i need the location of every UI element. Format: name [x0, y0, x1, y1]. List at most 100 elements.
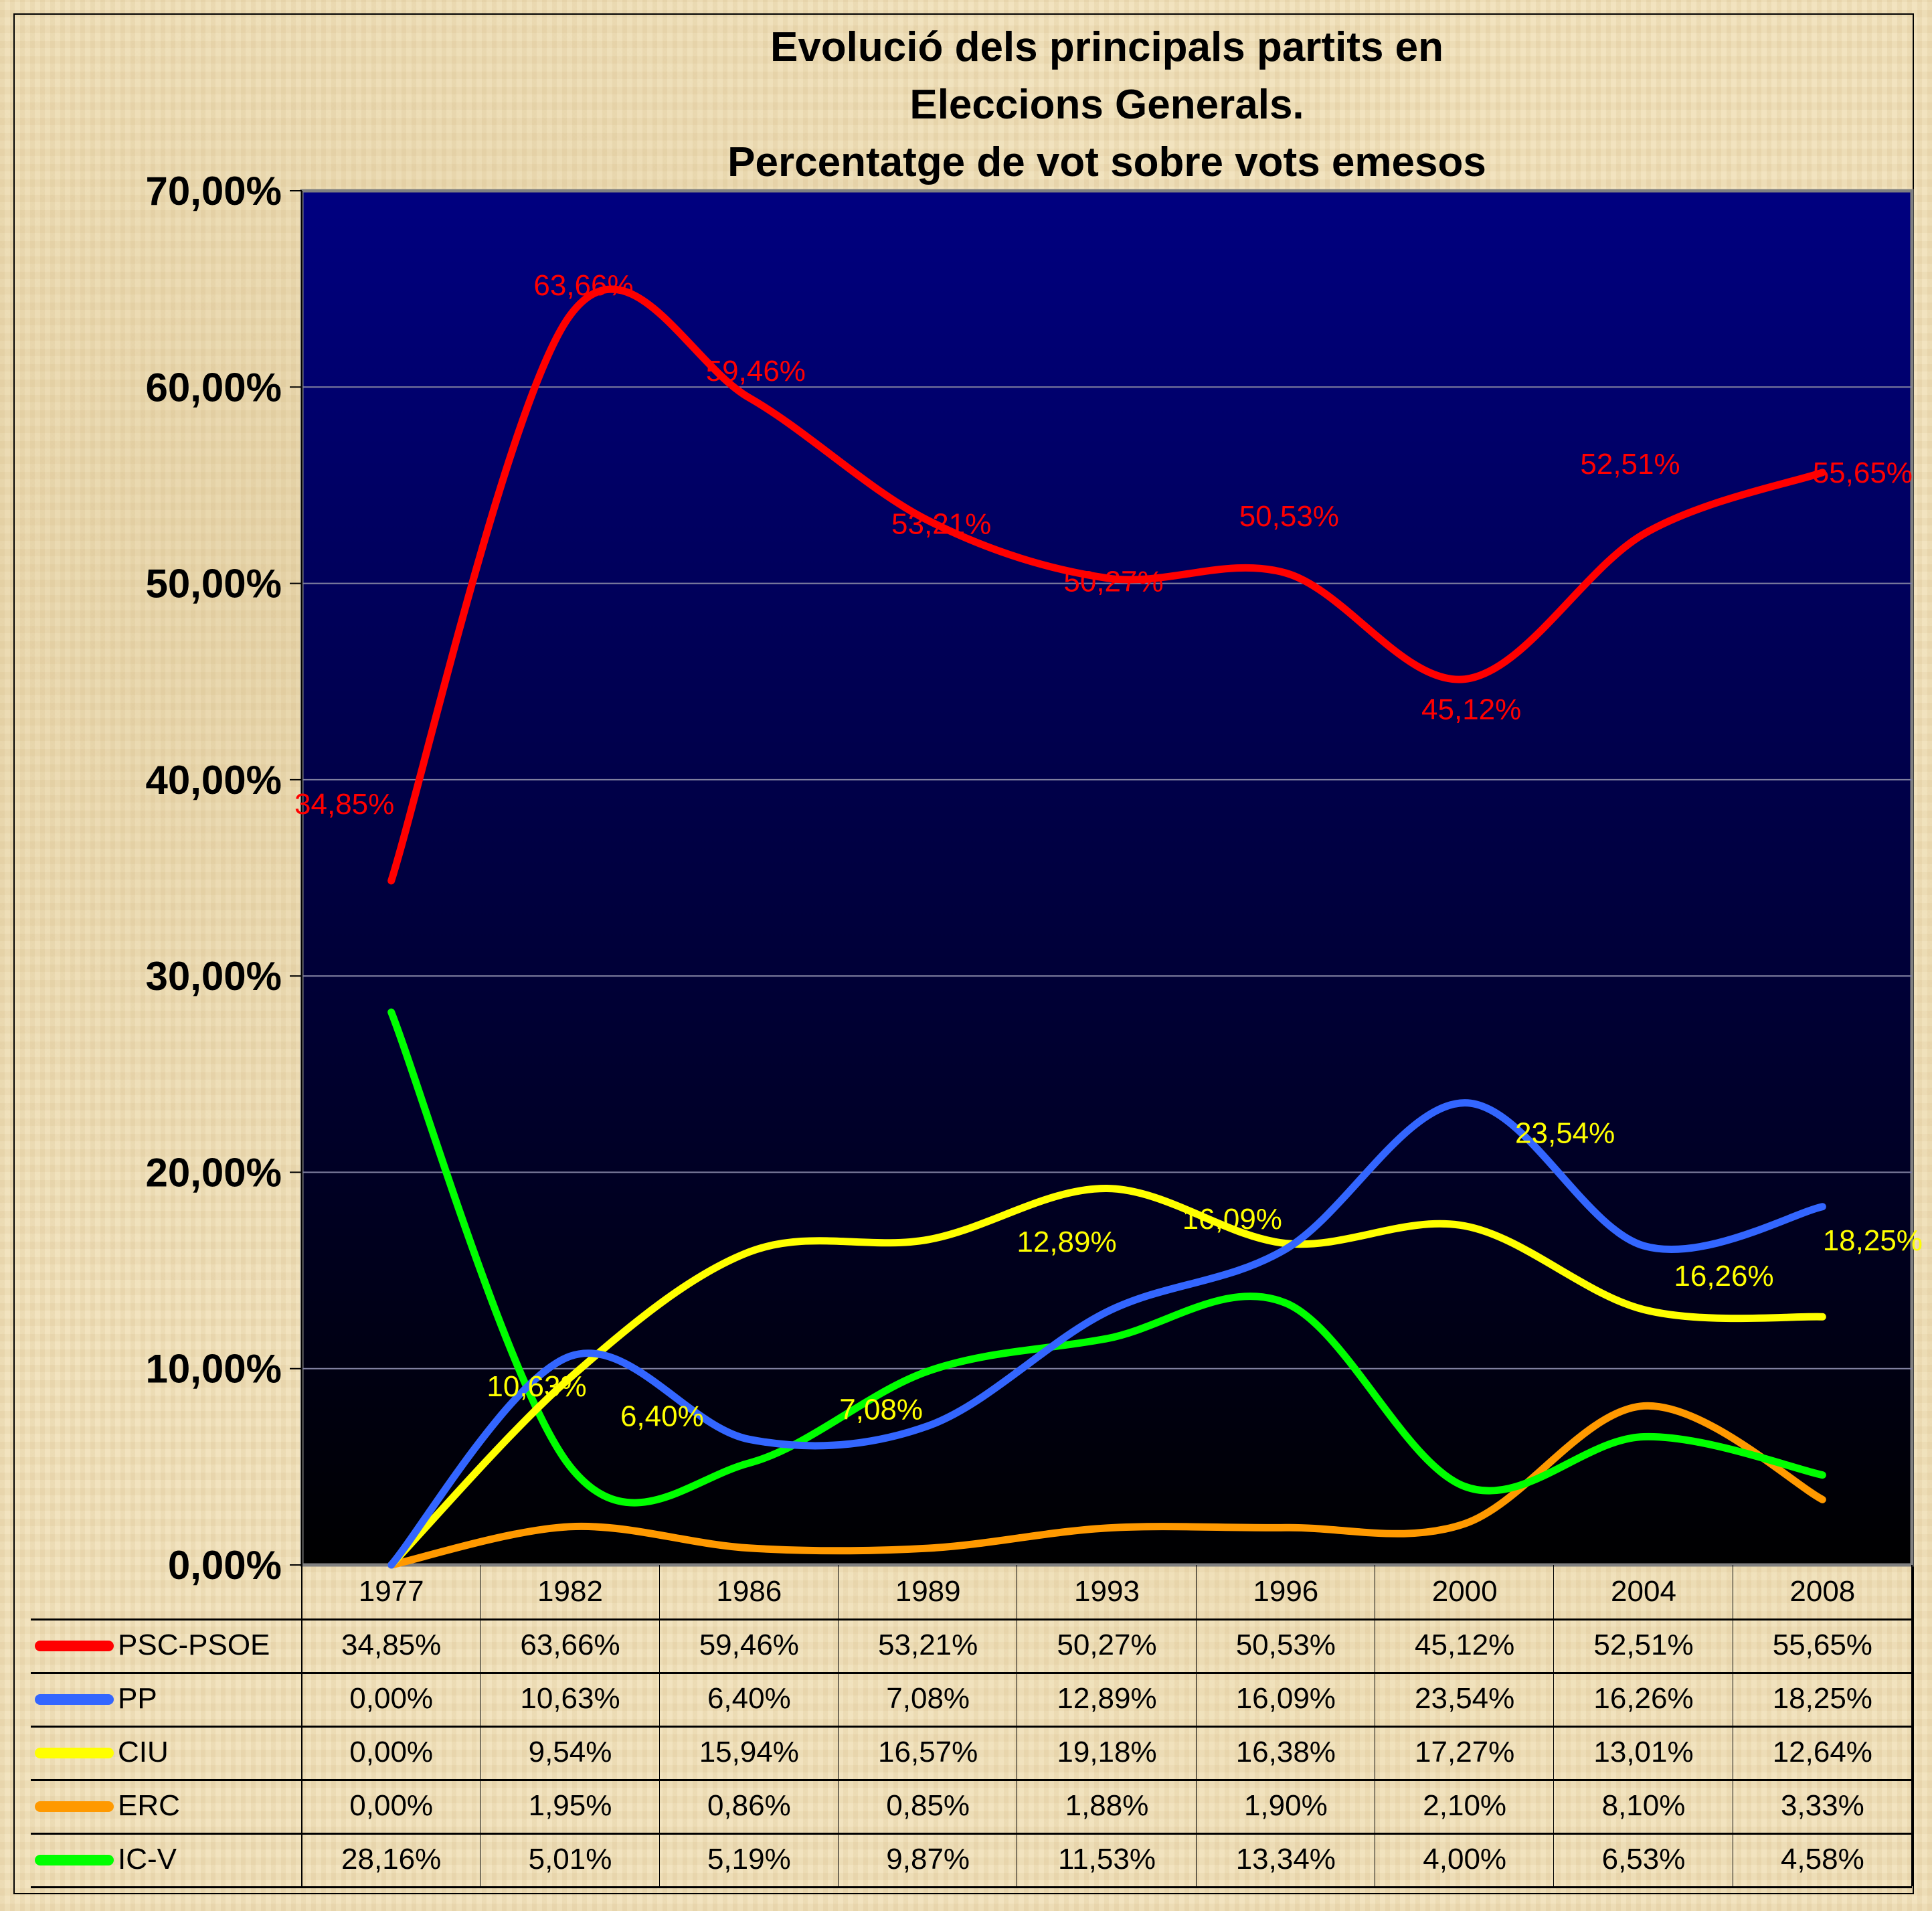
- data-label-psc-psoe: 50,27%: [1063, 566, 1163, 598]
- table-cell: 50,53%: [1235, 1629, 1336, 1661]
- y-tick-label: 10,00%: [146, 1347, 282, 1392]
- data-label-psc-psoe: 52,51%: [1580, 448, 1680, 481]
- data-label-pp: 7,08%: [839, 1393, 923, 1426]
- table-hline: [31, 1886, 1912, 1888]
- table-cell: 8,10%: [1601, 1789, 1686, 1822]
- title-line-3: Percentatge de vot sobre vots emesos: [727, 139, 1486, 185]
- legend-key-pp: [35, 1694, 114, 1705]
- category-label: 2000: [1431, 1575, 1498, 1608]
- table-cell: 16,26%: [1593, 1682, 1694, 1715]
- title-line-1: Evolució dels principals partits en: [770, 24, 1444, 70]
- series-name: ERC: [118, 1789, 180, 1822]
- category-label: 2008: [1789, 1575, 1856, 1608]
- table-cell: 28,16%: [341, 1843, 442, 1876]
- series-name: PP: [118, 1682, 157, 1715]
- chart-title: Evolució dels principals partits en Elec…: [302, 19, 1912, 191]
- data-label-psc-psoe: 63,66%: [533, 269, 633, 302]
- series-line-erc: [387, 1402, 1826, 1569]
- table-cell: 1,88%: [1065, 1789, 1149, 1822]
- y-tick-label: 70,00%: [146, 169, 282, 214]
- table-cell: 0,00%: [349, 1682, 434, 1715]
- table-hline: [31, 1618, 1912, 1621]
- data-label-psc-psoe: 45,12%: [1421, 693, 1521, 726]
- table-cell: 1,90%: [1243, 1789, 1328, 1822]
- data-label-pp: 16,26%: [1674, 1260, 1773, 1293]
- data-label-pp: 12,89%: [1017, 1226, 1116, 1258]
- y-tick-label: 20,00%: [146, 1150, 282, 1195]
- plot-area: [300, 189, 1914, 1567]
- series-line-psc-psoe: [387, 285, 1826, 885]
- series-line-pp: [387, 1099, 1826, 1569]
- table-cell: 55,65%: [1772, 1629, 1872, 1661]
- table-cell: 16,38%: [1235, 1736, 1336, 1768]
- legend-key-psc-psoe: [35, 1641, 114, 1651]
- series-name: CIU: [118, 1736, 169, 1768]
- y-tick-label: 0,00%: [168, 1543, 282, 1588]
- data-label-pp: 10,63%: [487, 1370, 586, 1403]
- table-cell: 11,53%: [1058, 1843, 1156, 1876]
- table-cell: 19,18%: [1057, 1736, 1157, 1768]
- table-cell: 16,09%: [1235, 1682, 1336, 1715]
- data-label-pp: 18,25%: [1823, 1224, 1923, 1257]
- table-cell: 12,64%: [1772, 1736, 1872, 1768]
- table-cell: 12,89%: [1057, 1682, 1157, 1715]
- table-cell: 34,85%: [341, 1629, 442, 1661]
- table-cell: 53,21%: [878, 1629, 978, 1661]
- table-cell: 17,27%: [1415, 1736, 1515, 1768]
- table-hline: [31, 1726, 1912, 1728]
- table-cell: 0,00%: [349, 1789, 434, 1822]
- table-cell: 4,00%: [1423, 1843, 1507, 1876]
- table-hline: [31, 1833, 1912, 1835]
- title-line-2: Eleccions Generals.: [909, 82, 1304, 128]
- table-cell: 50,27%: [1057, 1629, 1157, 1661]
- series-line-ciu: [387, 1184, 1826, 1569]
- data-label-psc-psoe: 59,46%: [706, 355, 806, 388]
- table-cell: 1,95%: [528, 1789, 612, 1822]
- table-cell: 5,01%: [528, 1843, 612, 1876]
- table-cell: 10,63%: [520, 1682, 620, 1715]
- table-cell: 18,25%: [1772, 1682, 1872, 1715]
- data-label-psc-psoe: 55,65%: [1813, 456, 1913, 489]
- category-label: 1986: [716, 1575, 782, 1608]
- table-cell: 0,00%: [349, 1736, 434, 1768]
- series-name: PSC-PSOE: [118, 1629, 270, 1661]
- y-tick-label: 50,00%: [146, 562, 282, 606]
- table-cell: 13,34%: [1235, 1843, 1336, 1876]
- table-cell: 63,66%: [520, 1629, 620, 1661]
- y-tick-label: 40,00%: [146, 758, 282, 803]
- data-label-psc-psoe: 34,85%: [294, 788, 394, 821]
- table-cell: 52,51%: [1593, 1629, 1694, 1661]
- data-label-psc-psoe: 50,53%: [1239, 500, 1339, 533]
- table-cell: 0,86%: [707, 1789, 791, 1822]
- legend-key-ic-v: [35, 1855, 114, 1865]
- table-cell: 13,01%: [1593, 1736, 1694, 1768]
- table-cell: 6,40%: [707, 1682, 791, 1715]
- series-name: IC-V: [118, 1843, 177, 1876]
- table-vline: [1911, 1565, 1913, 1886]
- y-tick-label: 30,00%: [146, 954, 282, 999]
- table-cell: 7,08%: [886, 1682, 970, 1715]
- data-label-pp: 23,54%: [1515, 1117, 1615, 1150]
- legend-key-erc: [35, 1801, 114, 1812]
- category-label: 1996: [1253, 1575, 1319, 1608]
- table-cell: 9,87%: [886, 1843, 970, 1876]
- table-cell: 5,19%: [707, 1843, 791, 1876]
- table-cell: 59,46%: [699, 1629, 799, 1661]
- table-cell: 4,58%: [1780, 1843, 1864, 1876]
- y-tick-label: 60,00%: [146, 365, 282, 410]
- table-hline: [31, 1779, 1912, 1781]
- category-label: 2004: [1611, 1575, 1676, 1608]
- category-label: 1989: [895, 1575, 961, 1608]
- table-cell: 3,33%: [1780, 1789, 1864, 1822]
- table-cell: 23,54%: [1415, 1682, 1515, 1715]
- table-cell: 2,10%: [1423, 1789, 1507, 1822]
- table-cell: 0,85%: [886, 1789, 970, 1822]
- table-cell: 16,57%: [878, 1736, 978, 1768]
- table-hline: [31, 1672, 1912, 1674]
- table-cell: 6,53%: [1601, 1843, 1686, 1876]
- table-cell: 45,12%: [1415, 1629, 1515, 1661]
- data-label-psc-psoe: 53,21%: [891, 507, 991, 540]
- category-label: 1993: [1074, 1575, 1140, 1608]
- legend-key-ciu: [35, 1748, 114, 1758]
